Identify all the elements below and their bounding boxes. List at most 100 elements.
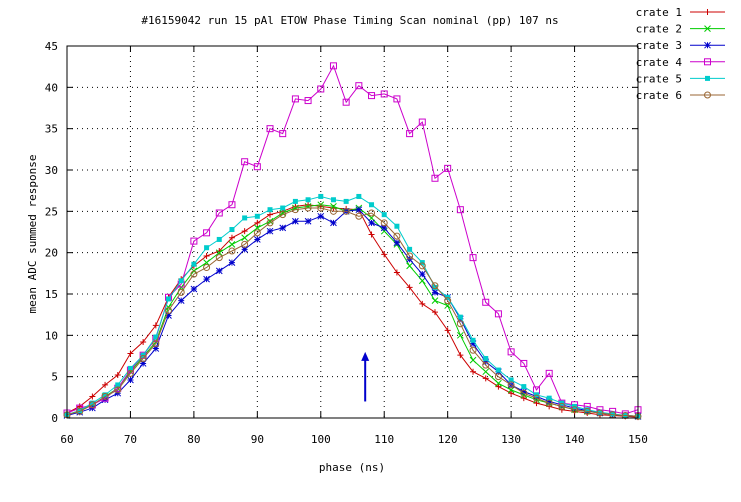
y-axis-label: mean ADC summed response [26, 155, 39, 314]
data-point [280, 206, 285, 211]
data-point [471, 338, 476, 343]
x-tick-label: 60 [60, 433, 73, 446]
data-point [331, 197, 336, 202]
data-point [432, 309, 438, 315]
data-point [204, 245, 209, 250]
data-point [217, 237, 222, 242]
data-point [127, 377, 133, 383]
data-point [705, 42, 711, 48]
series-line [67, 205, 638, 417]
data-point [407, 247, 412, 252]
data-point [293, 199, 298, 204]
data-point [705, 76, 710, 81]
plot-frame [67, 46, 638, 418]
legend-label: crate 5 [636, 72, 682, 85]
data-point [242, 228, 248, 234]
data-point [166, 296, 171, 301]
x-axis-label: phase (ns) [319, 461, 385, 474]
data-point [521, 384, 526, 389]
series-line [67, 197, 638, 417]
data-point [705, 9, 711, 15]
series-crate-4 [64, 63, 641, 417]
legend-label: crate 4 [636, 56, 683, 69]
data-point [432, 289, 438, 295]
y-tick-label: 40 [45, 81, 58, 94]
arrow-head [361, 352, 369, 361]
data-point [191, 286, 197, 292]
data-point [242, 215, 247, 220]
y-tick-label: 20 [45, 247, 58, 260]
data-point [268, 207, 273, 212]
data-point [382, 212, 387, 217]
y-tick-label: 45 [45, 40, 58, 53]
chart: #16159042 run 15 pAl ETOW Phase Timing S… [0, 0, 741, 502]
series-crate-1 [64, 202, 641, 420]
data-point [280, 225, 286, 231]
data-point [191, 262, 196, 267]
y-tick-label: 0 [51, 412, 58, 425]
data-point [419, 271, 425, 277]
data-point [356, 194, 361, 199]
data-point [369, 220, 375, 226]
data-point [229, 260, 235, 266]
legend: crate 1 crate 2 crate 3 crate 4 crate 5 crate… [636, 6, 725, 102]
data-point [483, 356, 488, 361]
data-point [204, 276, 210, 282]
x-tick-label: 110 [374, 433, 394, 446]
data-point [419, 278, 425, 284]
x-tick-label: 130 [501, 433, 521, 446]
legend-label: crate 3 [636, 39, 682, 52]
data-point [318, 213, 324, 219]
data-point [344, 199, 349, 204]
legend-label: crate 1 [636, 6, 682, 19]
y-tick-label: 15 [45, 288, 58, 301]
data-point [470, 357, 476, 363]
data-point [292, 218, 298, 224]
data-point [255, 214, 260, 219]
data-point [267, 212, 273, 218]
series-line [67, 205, 638, 418]
data-point [458, 315, 463, 320]
data-point [216, 268, 222, 274]
x-tick-label: 100 [311, 433, 331, 446]
y-tick-label: 10 [45, 329, 58, 342]
series-crate-6 [64, 205, 641, 419]
y-tick-label: 30 [45, 164, 58, 177]
data-point [267, 228, 273, 234]
data-point [178, 298, 184, 304]
x-tick-label: 80 [187, 433, 200, 446]
series-crate-3 [64, 207, 641, 420]
data-point [318, 194, 323, 199]
data-point [483, 369, 489, 375]
y-tick-label: 25 [45, 205, 58, 218]
data-point [306, 197, 311, 202]
legend-label: crate 6 [636, 89, 682, 102]
y-tick-label: 5 [51, 371, 58, 384]
data-point [394, 240, 400, 246]
x-tick-label: 70 [124, 433, 137, 446]
series-group [64, 63, 641, 420]
x-axis-ticks: 60 70 80 90 100 110 120 130 140 150 [60, 46, 648, 446]
data-point [254, 236, 260, 242]
series-line [67, 208, 638, 416]
x-tick-label: 120 [438, 433, 458, 446]
data-point [330, 220, 336, 226]
data-point [496, 368, 501, 373]
data-point [179, 278, 184, 283]
grid [67, 46, 638, 418]
data-point [254, 220, 260, 226]
x-tick-label: 90 [251, 433, 264, 446]
x-tick-label: 150 [628, 433, 648, 446]
series-line [67, 66, 638, 414]
data-point [369, 231, 375, 237]
data-point [242, 235, 248, 241]
data-point [407, 263, 413, 269]
data-point [369, 202, 374, 207]
legend-label: crate 2 [636, 23, 682, 36]
data-point [356, 207, 362, 213]
y-tick-label: 35 [45, 123, 58, 136]
data-point [305, 218, 311, 224]
series-line [67, 210, 638, 417]
x-tick-label: 140 [565, 433, 585, 446]
data-point [432, 298, 438, 304]
